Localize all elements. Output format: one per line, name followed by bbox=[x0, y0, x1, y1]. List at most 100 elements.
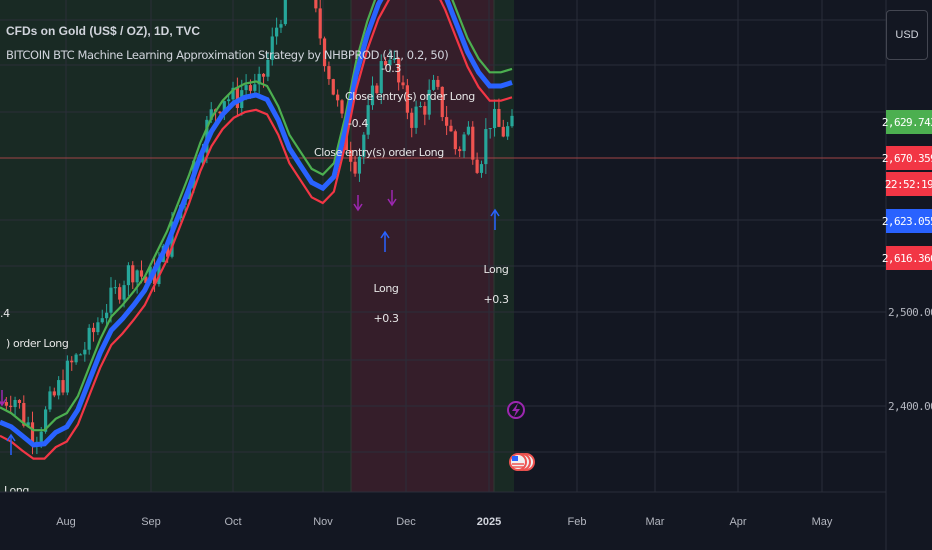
candle-body bbox=[314, 0, 318, 9]
candle-body bbox=[322, 38, 327, 67]
candle-body bbox=[157, 262, 161, 285]
event-icon-lightning[interactable] bbox=[507, 401, 525, 419]
candle-body bbox=[375, 85, 379, 94]
price-tag-red-bottom: 2,616.366 bbox=[882, 246, 932, 270]
candle-body bbox=[244, 85, 248, 91]
candle-body bbox=[362, 134, 366, 157]
candle-body bbox=[488, 128, 492, 130]
candle-body bbox=[453, 131, 457, 150]
strategy-annotation: -0.3 bbox=[381, 62, 401, 75]
candle-body bbox=[13, 399, 17, 408]
candle-body bbox=[266, 59, 270, 77]
candle-body bbox=[279, 24, 283, 28]
candle-body bbox=[506, 126, 510, 137]
candle-body bbox=[231, 87, 235, 100]
candle-body bbox=[109, 287, 113, 313]
strategy-annotation: Long bbox=[483, 263, 508, 276]
band-mid-line bbox=[0, 0, 513, 448]
long-signal-arrow-3-head bbox=[490, 208, 500, 217]
candle-body bbox=[423, 106, 427, 115]
long-signal-arrow-2-head bbox=[380, 230, 390, 239]
close-signal-arrow-1-head bbox=[353, 203, 363, 212]
candle-body bbox=[275, 27, 279, 37]
candle-body bbox=[65, 360, 69, 393]
strategy-annotation: +0.3 bbox=[373, 312, 399, 325]
candle-body bbox=[96, 322, 100, 333]
candle-body bbox=[227, 99, 231, 102]
price-tag-green: 2,629.743 bbox=[882, 110, 932, 134]
candle-body bbox=[52, 391, 56, 396]
candle-body bbox=[113, 287, 117, 289]
candle-body bbox=[209, 109, 213, 120]
candle-body bbox=[87, 327, 91, 350]
strategy-annotation: Close entry(s) order Long bbox=[345, 90, 475, 103]
candle-body bbox=[458, 149, 462, 152]
symbol-title: CFDs on Gold (US$ / OZ), 1D, TVC bbox=[6, 24, 201, 38]
candle-body bbox=[144, 276, 148, 283]
candle-body bbox=[118, 287, 122, 300]
candle-body bbox=[4, 402, 8, 406]
x-tick-label: Sep bbox=[141, 516, 161, 528]
countdown-tag: 22:52:19 bbox=[885, 172, 932, 196]
candle-body bbox=[401, 82, 405, 86]
candle-body bbox=[392, 58, 396, 60]
candle-body bbox=[484, 129, 488, 165]
signals-group bbox=[0, 190, 500, 455]
candle-body bbox=[440, 86, 444, 118]
candle-body bbox=[466, 126, 471, 135]
x-tick-label: May bbox=[812, 516, 833, 528]
candle-body bbox=[22, 402, 26, 426]
zone-red bbox=[351, 0, 494, 492]
candle-body bbox=[388, 59, 392, 66]
candle-body bbox=[218, 111, 222, 114]
candle-body bbox=[248, 85, 253, 91]
candle-body bbox=[270, 36, 274, 60]
candle-body bbox=[410, 112, 414, 128]
candle-body bbox=[327, 66, 331, 80]
candle-body bbox=[331, 79, 335, 95]
candle-body bbox=[91, 327, 96, 333]
candle-body bbox=[379, 61, 383, 94]
y-tick-label-2400: 2,400.000 bbox=[888, 400, 932, 413]
currency-button[interactable]: USD bbox=[886, 10, 928, 60]
candle-body bbox=[383, 61, 388, 66]
x-axis-area bbox=[0, 492, 932, 550]
strategy-annotation: .4 bbox=[0, 307, 10, 320]
candle-body bbox=[126, 265, 131, 286]
candle-body bbox=[370, 85, 375, 106]
close-signal-arrow-3-head bbox=[0, 398, 7, 407]
strategy-annotation: Long bbox=[373, 282, 398, 295]
candle-body bbox=[475, 159, 479, 173]
x-tick-label: Feb bbox=[568, 516, 587, 528]
strategy-annotation: -0.4 bbox=[348, 117, 368, 130]
candle-body bbox=[349, 150, 353, 162]
candle-body bbox=[479, 164, 484, 173]
event-icon-us-flag[interactable] bbox=[509, 453, 535, 471]
candle-body bbox=[235, 87, 239, 109]
grid bbox=[0, 0, 886, 492]
candle-body bbox=[261, 73, 266, 77]
candle-body bbox=[83, 349, 87, 355]
candle-body bbox=[139, 270, 144, 277]
candle-body bbox=[431, 79, 436, 90]
strategy-annotation: Close entry(s) order Long bbox=[314, 146, 444, 159]
candle-body bbox=[170, 221, 174, 257]
candle-body bbox=[48, 391, 52, 410]
candle-body bbox=[418, 106, 423, 108]
candle-body bbox=[492, 108, 497, 129]
candle-body bbox=[366, 105, 370, 135]
candle-body bbox=[70, 360, 74, 363]
close-signal-arrow-2-head bbox=[387, 198, 397, 207]
candle-body bbox=[100, 318, 104, 323]
candle-body bbox=[43, 409, 48, 432]
candle-body bbox=[471, 126, 475, 160]
candle-body bbox=[131, 265, 135, 283]
y-tick-label-2500: 2,500.000 bbox=[888, 306, 932, 319]
x-tick-label: Nov bbox=[313, 516, 333, 528]
x-tick-label: Oct bbox=[224, 516, 241, 528]
x-axis: Aug Sep Oct Nov Dec 2025 Feb Mar Apr May bbox=[56, 516, 833, 528]
candle-body bbox=[30, 422, 35, 444]
candle-body bbox=[449, 125, 453, 132]
